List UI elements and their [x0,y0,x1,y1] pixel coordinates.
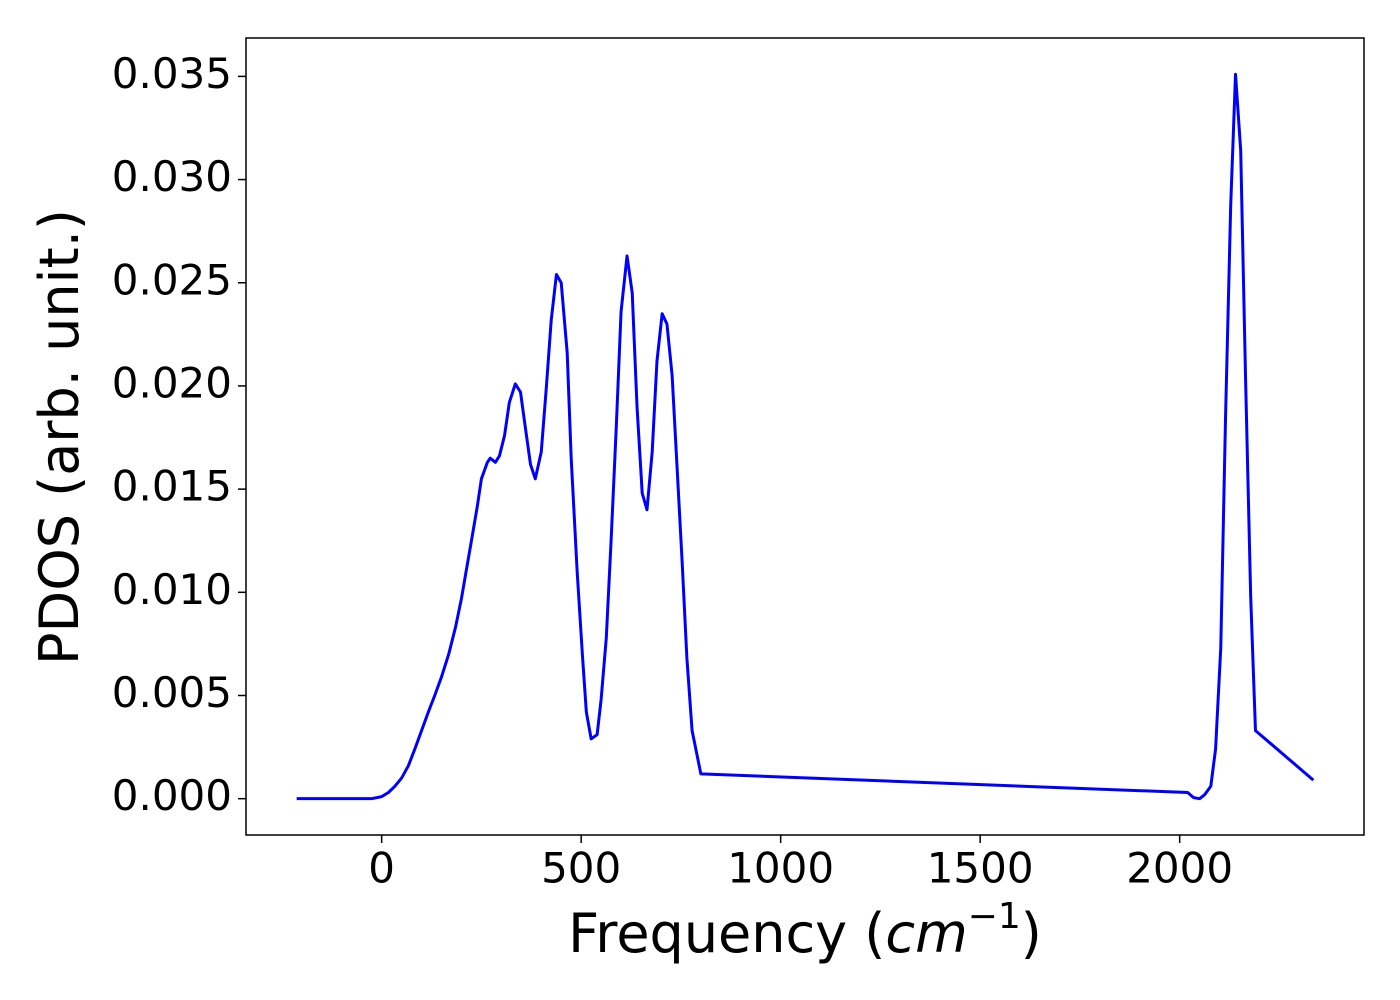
x-label-suffix: ) [1021,902,1042,965]
x-tick-label: 1500 [927,844,1034,893]
y-tick-label: 0.015 [112,462,232,511]
plot-frame [245,37,1365,836]
y-tick-label: 0.020 [112,358,232,407]
x-label-exponent: −1 [968,896,1021,937]
x-tick-label: 2000 [1126,844,1233,893]
y-tick-label: 0.010 [112,565,232,614]
y-tick-label: 0.035 [112,49,232,98]
y-tick-label: 0.030 [112,152,232,201]
x-tick-label: 500 [541,844,621,893]
y-tick-label: 0.025 [112,255,232,304]
data-line [296,72,1315,801]
x-tick-label: 0 [368,844,395,893]
x-tick-label: 1000 [727,844,834,893]
x-label-prefix: Frequency ( [568,902,885,965]
y-axis-label: PDOS (arb. unit.) [28,209,91,665]
x-label-unit: cm [885,902,967,965]
x-axis-label: Frequency (cm−1) [568,896,1042,965]
y-tick-label: 0.000 [112,771,232,820]
y-tick-label: 0.005 [112,668,232,717]
